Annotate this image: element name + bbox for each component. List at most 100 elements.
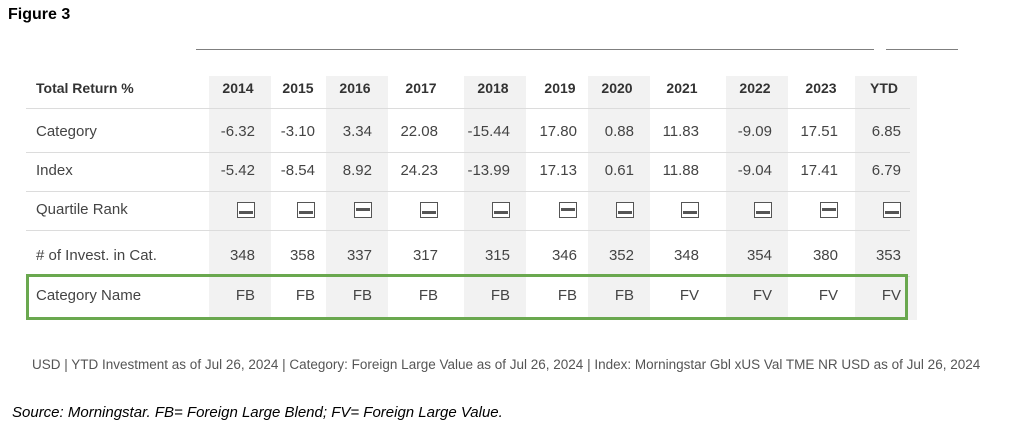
row-label: Index (36, 162, 73, 179)
table-cell: -13.99 (467, 162, 510, 179)
table-cell: 22.08 (400, 123, 438, 140)
quartile-rank-icon (616, 202, 634, 218)
table-cell: 6.79 (871, 162, 901, 179)
table-cell: 346 (551, 247, 577, 264)
returns-table: Total Return % 2014 2015 2016 2017 2018 2019 20… (26, 68, 917, 323)
header-rule (196, 49, 874, 50)
table-cell: 337 (346, 247, 372, 264)
table-cell: -3.10 (280, 123, 315, 140)
column-header: 2020 (601, 80, 633, 96)
quartile-rank-icon (681, 202, 699, 218)
table-row: Index -5.42 -8.54 8.92 24.23 -13.99 17.13 0.61 1… (26, 151, 910, 192)
table-cell: FB (490, 287, 510, 304)
quartile-rank-icon (297, 202, 315, 218)
table-cell: FB (352, 287, 372, 304)
column-header: 2023 (805, 80, 837, 96)
quartile-band (561, 207, 575, 211)
table-corner-label: Total Return % (36, 80, 134, 96)
row-label: Quartile Rank (36, 201, 128, 218)
category-name-highlight (26, 274, 908, 320)
quartile-band (422, 210, 436, 214)
table-row: # of Invest. in Cat. 348 358 337 317 315 346 35… (26, 236, 910, 277)
table-cell: 17.80 (539, 123, 577, 140)
column-header: 2022 (739, 80, 771, 96)
table-cell: 380 (812, 247, 838, 264)
table-cell: 315 (484, 247, 510, 264)
table-cell: FB (418, 287, 438, 304)
quartile-band (239, 210, 253, 214)
column-header: 2014 (222, 80, 254, 96)
quartile-rank-icon (237, 202, 255, 218)
column-header: 2019 (544, 80, 576, 96)
quartile-band (494, 210, 508, 214)
table-cell: 352 (608, 247, 634, 264)
column-shade (209, 76, 271, 320)
table-cell: 358 (289, 247, 315, 264)
table-row: Quartile Rank (26, 190, 910, 231)
table-cell: FV (679, 287, 699, 304)
table-cell: -9.09 (737, 123, 772, 140)
table-cell: 348 (673, 247, 699, 264)
table-cell: FB (235, 287, 255, 304)
column-shade (588, 76, 650, 320)
quartile-rank-icon (820, 202, 838, 218)
column-header: 2015 (282, 80, 314, 96)
quartile-rank-icon (420, 202, 438, 218)
quartile-rank-icon (754, 202, 772, 218)
table-cell: 17.13 (539, 162, 577, 179)
table-cell: 24.23 (400, 162, 438, 179)
table-cell: 17.41 (800, 162, 838, 179)
table-cell: FB (295, 287, 315, 304)
column-header: 2018 (477, 80, 509, 96)
figure-title: Figure 3 (8, 6, 71, 23)
table-cell: FV (752, 287, 772, 304)
table-cell: 354 (746, 247, 772, 264)
table-cell: -9.04 (737, 162, 772, 179)
table-cell: 0.88 (604, 123, 634, 140)
header-rule-right (886, 49, 958, 50)
column-shade (326, 76, 388, 320)
column-header: YTD (870, 80, 898, 96)
table-row: Category -6.32 -3.10 3.34 22.08 -15.44 17.80 0.… (26, 112, 910, 153)
table-cell: -8.54 (280, 162, 315, 179)
quartile-rank-icon (883, 202, 901, 218)
table-cell: 0.61 (604, 162, 634, 179)
table-cell: 11.88 (662, 162, 699, 179)
table-cell: 3.34 (342, 123, 372, 140)
table-cell: 6.85 (871, 123, 901, 140)
column-header: 2017 (405, 80, 437, 96)
table-cell: -5.42 (220, 162, 255, 179)
quartile-band (885, 210, 899, 214)
table-row: Category Name FB FB FB FB FB FB FB FV FV FV FV (26, 276, 910, 316)
row-label: Category (36, 123, 97, 140)
table-header-row: Total Return % 2014 2015 2016 2017 2018 2019 20… (26, 68, 910, 109)
table-cell: FB (557, 287, 577, 304)
row-label: # of Invest. in Cat. (36, 247, 157, 264)
quartile-rank-icon (559, 202, 577, 218)
quartile-band (618, 210, 632, 214)
column-header: 2016 (339, 80, 371, 96)
quartile-rank-icon (492, 202, 510, 218)
quartile-band (822, 207, 836, 211)
table-cell: 11.83 (662, 123, 699, 140)
quartile-band (356, 207, 370, 211)
table-footnote: USD | YTD Investment as of Jul 26, 2024 … (32, 357, 981, 372)
table-cell: 317 (412, 247, 438, 264)
table-cell: FV (881, 287, 901, 304)
table-cell: 17.51 (800, 123, 838, 140)
column-shade (726, 76, 788, 320)
table-cell: -6.32 (220, 123, 255, 140)
table-cell: 8.92 (342, 162, 372, 179)
quartile-band (299, 210, 313, 214)
column-header: 2021 (666, 80, 698, 96)
column-shade (464, 76, 526, 320)
quartile-band (683, 210, 697, 214)
table-cell: 348 (229, 247, 255, 264)
table-cell: FV (818, 287, 838, 304)
quartile-band (756, 210, 770, 214)
row-label: Category Name (36, 287, 142, 304)
table-cell: FB (614, 287, 634, 304)
source-note: Source: Morningstar. FB= Foreign Large B… (12, 404, 503, 421)
table-cell: -15.44 (467, 123, 510, 140)
quartile-rank-icon (354, 202, 372, 218)
